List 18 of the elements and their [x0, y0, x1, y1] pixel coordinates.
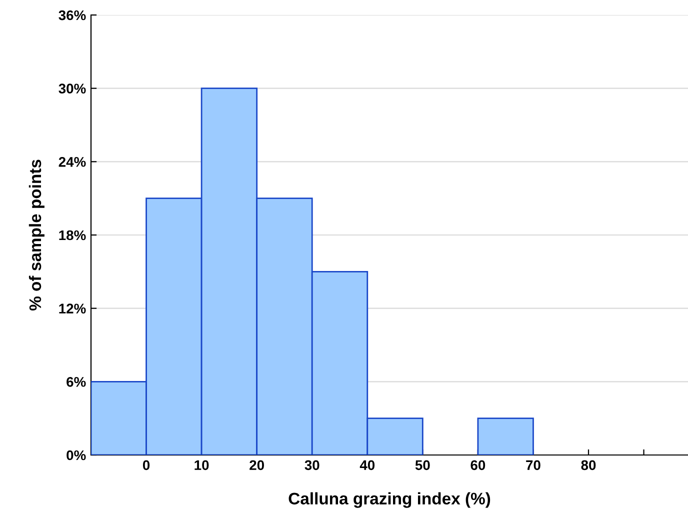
y-tick-label: 36% [58, 10, 86, 20]
y-axis-title: % of sample points [28, 160, 44, 311]
x-tick-label: 50 [415, 460, 430, 470]
y-tick-label: 24% [58, 157, 86, 167]
x-tick-label: 30 [304, 460, 320, 470]
y-tick-label: 12% [59, 304, 86, 314]
x-tick-label: 20 [250, 460, 264, 470]
x-tick-label: 40 [360, 460, 375, 470]
x-tick-label: 70 [526, 460, 540, 470]
x-tick-label: 80 [581, 460, 596, 470]
x-tick-label: 0 [142, 460, 150, 470]
y-tick-label: 0% [66, 450, 86, 460]
x-axis-title: Calluna grazing index (%) [288, 492, 490, 508]
x-tick-label: 60 [470, 460, 486, 470]
y-tick-label: 30% [58, 84, 86, 94]
x-tick-label: 10 [194, 460, 209, 470]
y-tick-label: 6% [66, 377, 86, 387]
y-tick-label: 18% [59, 230, 86, 240]
